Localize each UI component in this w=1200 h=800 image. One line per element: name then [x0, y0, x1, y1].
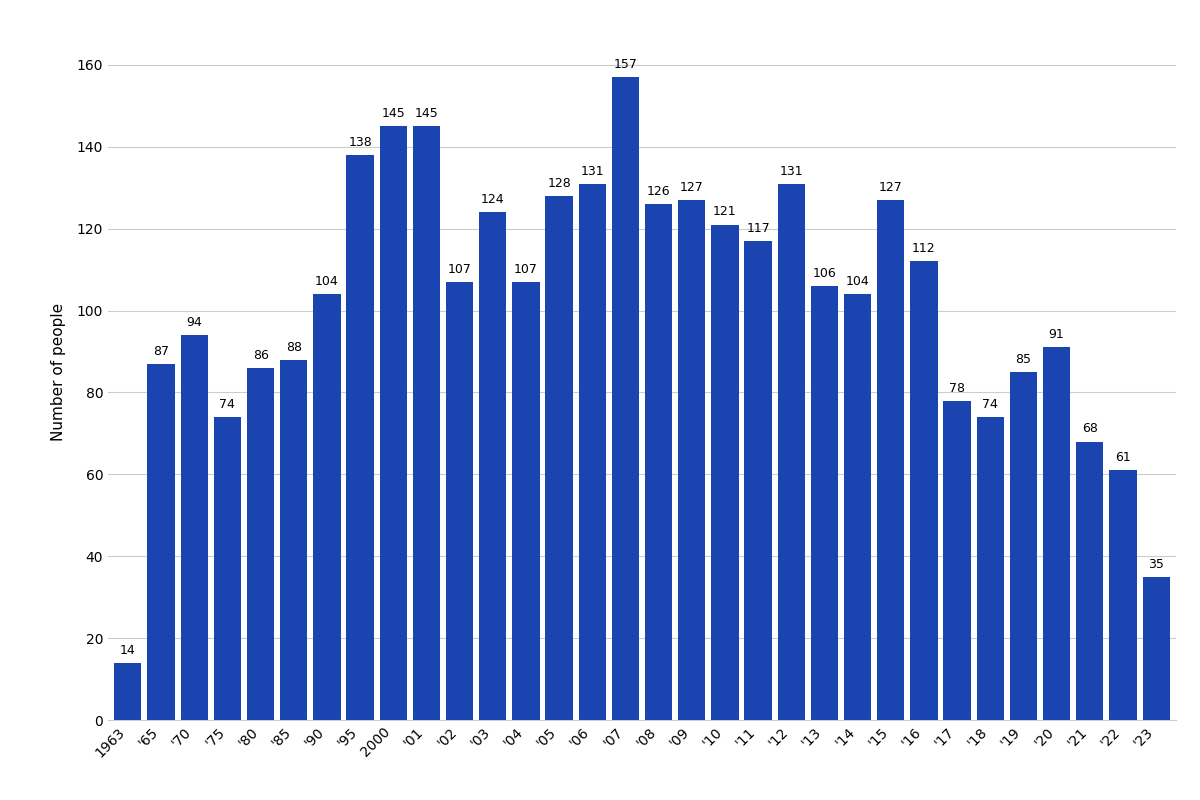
Bar — [778, 184, 805, 720]
Bar — [1010, 372, 1037, 720]
Y-axis label: Number of people: Number of people — [50, 303, 66, 441]
Text: 78: 78 — [949, 382, 965, 394]
Text: 107: 107 — [448, 262, 472, 276]
Bar — [546, 196, 572, 720]
Bar — [214, 417, 241, 720]
Text: 112: 112 — [912, 242, 936, 255]
Bar — [744, 241, 772, 720]
Text: 131: 131 — [581, 165, 604, 178]
Bar — [1076, 442, 1103, 720]
Text: 14: 14 — [120, 643, 136, 657]
Bar — [911, 262, 937, 720]
Text: 124: 124 — [481, 193, 504, 206]
Bar — [678, 200, 706, 720]
Text: 74: 74 — [983, 398, 998, 411]
Text: 91: 91 — [1049, 328, 1064, 342]
Text: 104: 104 — [846, 275, 870, 288]
Text: 128: 128 — [547, 177, 571, 190]
Bar — [977, 417, 1004, 720]
Bar — [578, 184, 606, 720]
Text: 131: 131 — [780, 165, 803, 178]
Bar — [280, 360, 307, 720]
Text: 94: 94 — [186, 316, 202, 329]
Bar — [1043, 347, 1070, 720]
Text: 68: 68 — [1082, 422, 1098, 435]
Text: 121: 121 — [713, 206, 737, 218]
Bar — [247, 368, 274, 720]
Text: 127: 127 — [878, 181, 902, 194]
Bar — [379, 126, 407, 720]
Text: 85: 85 — [1015, 353, 1032, 366]
Text: 107: 107 — [514, 262, 538, 276]
Bar — [877, 200, 905, 720]
Text: 127: 127 — [680, 181, 703, 194]
Bar — [347, 155, 373, 720]
Bar — [811, 286, 838, 720]
Text: 104: 104 — [316, 275, 338, 288]
Text: 106: 106 — [812, 267, 836, 280]
Bar — [148, 364, 175, 720]
Bar — [479, 212, 506, 720]
Bar — [446, 282, 473, 720]
Bar — [512, 282, 540, 720]
Bar — [413, 126, 440, 720]
Text: 86: 86 — [253, 349, 269, 362]
Bar — [1142, 577, 1170, 720]
Text: 145: 145 — [414, 107, 438, 120]
Bar — [844, 294, 871, 720]
Text: 74: 74 — [220, 398, 235, 411]
Bar — [943, 401, 971, 720]
Text: 157: 157 — [613, 58, 637, 71]
Bar — [1109, 470, 1136, 720]
Text: 145: 145 — [382, 107, 406, 120]
Bar — [612, 78, 640, 720]
Text: 35: 35 — [1148, 558, 1164, 570]
Bar — [313, 294, 341, 720]
Text: 117: 117 — [746, 222, 770, 235]
Text: 138: 138 — [348, 136, 372, 149]
Text: 126: 126 — [647, 185, 671, 198]
Text: 88: 88 — [286, 341, 301, 354]
Text: 61: 61 — [1115, 451, 1130, 464]
Text: 87: 87 — [154, 345, 169, 358]
Bar — [644, 204, 672, 720]
Bar — [114, 662, 142, 720]
Bar — [712, 225, 738, 720]
Bar — [181, 335, 208, 720]
